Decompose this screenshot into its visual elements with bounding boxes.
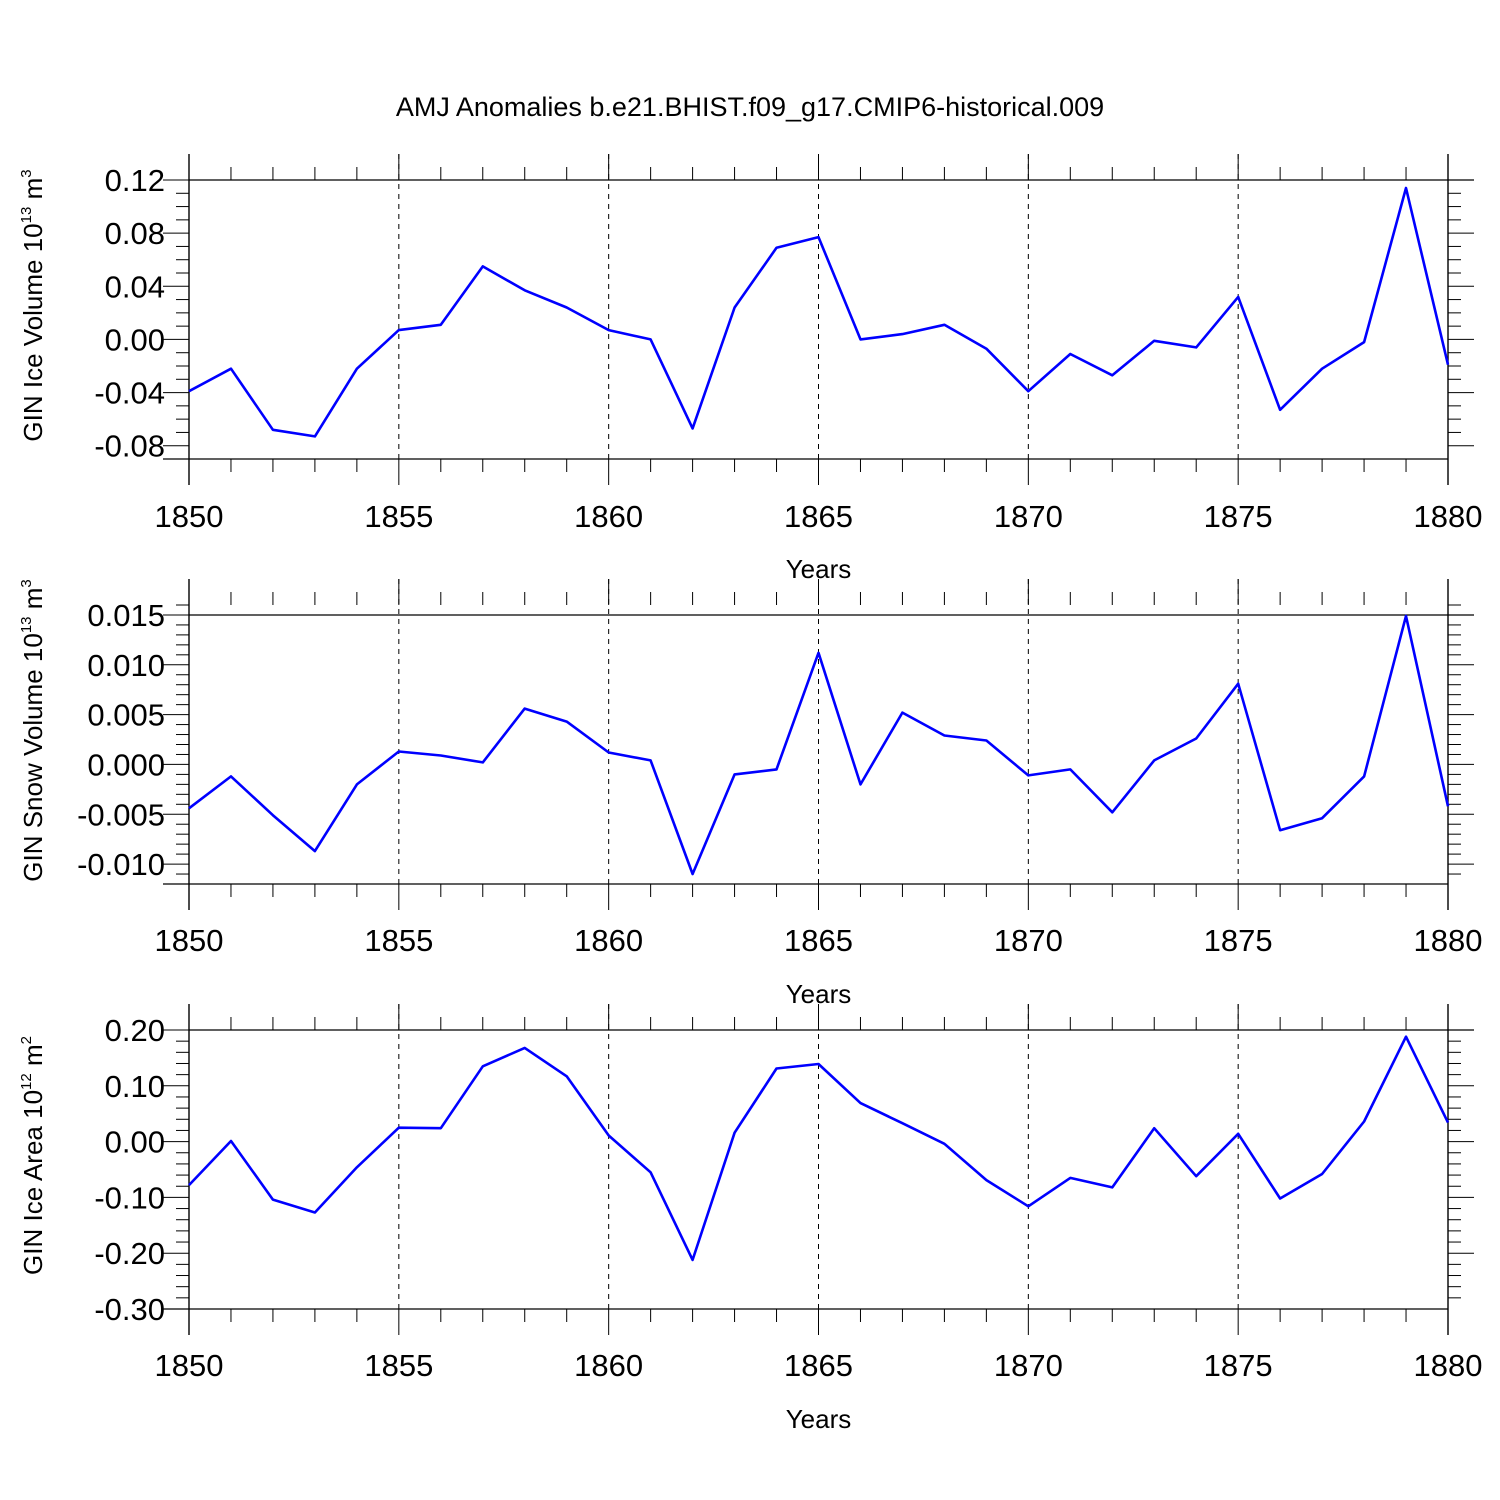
- x-tick-label: 1865: [784, 923, 853, 958]
- y-tick-label: 0.20: [105, 1013, 165, 1048]
- x-tick-label: 1850: [155, 499, 224, 534]
- x-tick-label: 1855: [364, 923, 433, 958]
- y-axis-label: GIN Snow Volume 1013 m3: [18, 579, 48, 882]
- x-tick-label: 1850: [155, 1348, 224, 1383]
- y-tick-label: 0.00: [105, 1125, 165, 1160]
- x-tick-label: 1875: [1204, 499, 1273, 534]
- y-tick-label: 0.10: [105, 1069, 165, 1104]
- y-tick-label: -0.04: [94, 376, 165, 411]
- y-tick-label: -0.08: [94, 429, 165, 464]
- chart-panel-3: 0.20 0.10 0.00 -0.10 -0.20 -0.30 1850 1855 1860 1…: [18, 1004, 1482, 1434]
- y-tick-label: 0.00: [105, 322, 165, 357]
- y-tick-label: 0.015: [87, 598, 165, 633]
- y-tick-label: -0.20: [94, 1236, 165, 1271]
- series-line: [188, 614, 1450, 876]
- x-tick-label: 1860: [574, 499, 643, 534]
- y-tick-label: 0.005: [87, 698, 165, 733]
- x-tick-label: 1870: [994, 499, 1063, 534]
- panels: 0.12 0.08 0.04 0.00 -0.04 -0.08 1850 1855 1860 18…: [18, 154, 1482, 1434]
- y-tick-label: -0.30: [94, 1292, 165, 1327]
- y-tick-label: 0.08: [105, 216, 165, 251]
- x-tick-label: 1850: [155, 923, 224, 958]
- y-tick-label: 0.000: [87, 747, 165, 782]
- y-tick-label: -0.10: [94, 1180, 165, 1215]
- x-tick-label: 1880: [1414, 499, 1483, 534]
- series-line: [188, 186, 1450, 438]
- x-tick-label: 1865: [784, 1348, 853, 1383]
- x-tick-label: 1855: [364, 1348, 433, 1383]
- y-tick-label: 0.12: [105, 163, 165, 198]
- chart-panel-2: 0.015 0.010 0.005 0.000 -0.005 -0.010 1850 1855…: [18, 579, 1482, 1009]
- y-tick-label: -0.010: [77, 847, 165, 882]
- x-tick-label: 1860: [574, 923, 643, 958]
- x-tick-label: 1880: [1414, 923, 1483, 958]
- x-tick-label: 1880: [1414, 1348, 1483, 1383]
- y-tick-label: 0.04: [105, 269, 165, 304]
- x-tick-label: 1870: [994, 1348, 1063, 1383]
- y-tick-label: 0.010: [87, 648, 165, 683]
- x-tick-label: 1865: [784, 499, 853, 534]
- x-axis-label: Years: [786, 1404, 852, 1434]
- x-tick-label: 1875: [1204, 923, 1273, 958]
- chart-panel-1: 0.12 0.08 0.04 0.00 -0.04 -0.08 1850 1855 1860 18…: [18, 154, 1482, 584]
- figure-title: AMJ Anomalies b.e21.BHIST.f09_g17.CMIP6-…: [396, 92, 1104, 122]
- x-tick-label: 1855: [364, 499, 433, 534]
- y-axis-label: GIN Ice Volume 1013 m3: [18, 169, 48, 441]
- x-tick-label: 1860: [574, 1348, 643, 1383]
- series-line: [188, 1035, 1450, 1262]
- x-tick-label: 1870: [994, 923, 1063, 958]
- y-tick-label: -0.005: [77, 797, 165, 832]
- x-tick-label: 1875: [1204, 1348, 1273, 1383]
- y-axis-label: GIN Ice Area 1012 m2: [18, 1036, 48, 1275]
